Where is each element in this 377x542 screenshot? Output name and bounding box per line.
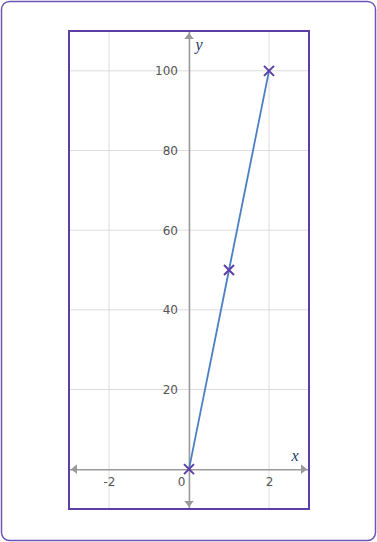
axis-arrow: [184, 33, 194, 39]
marker: [224, 265, 234, 275]
y-tick-label: 80: [163, 144, 178, 158]
x-tick-label: 2: [266, 475, 274, 489]
y-tick: 100: [155, 64, 189, 78]
marker: [184, 464, 194, 474]
x-tick-label: 0: [178, 475, 186, 489]
grid-line: [189, 31, 190, 509]
marker: [264, 66, 274, 76]
grid-line: [269, 31, 270, 509]
plot-area: [184, 66, 274, 474]
x-axis-label: x: [290, 447, 298, 464]
outer-border: [2, 2, 376, 541]
axis-arrow: [184, 501, 194, 507]
grid-line: [109, 31, 110, 509]
grid: [69, 31, 309, 509]
y-tick-label: 100: [155, 64, 178, 78]
axis-arrow: [301, 464, 307, 474]
x-tick-label: -2: [104, 475, 116, 489]
y-tick: 40: [163, 303, 189, 317]
y-tick-label: 60: [163, 224, 178, 238]
x-tick: -2: [104, 469, 116, 489]
y-axis: 20 40 60 80 100: [155, 32, 189, 510]
chart: -2 0 2 20 40 60 80 100 x y: [0, 0, 377, 542]
y-axis-label: y: [193, 36, 203, 54]
line: [189, 71, 269, 469]
y-tick: 20: [163, 383, 189, 397]
plot-frame: [69, 31, 309, 509]
y-tick-label: 40: [163, 303, 178, 317]
axis-arrow: [71, 464, 77, 474]
y-tick-label: 20: [163, 383, 178, 397]
y-tick: 60: [163, 224, 189, 238]
axis-arrows: [71, 33, 307, 507]
y-tick: 80: [163, 144, 189, 158]
x-tick: 0: [178, 469, 190, 489]
y-axis-line: [189, 32, 191, 510]
x-tick: 2: [266, 469, 274, 489]
